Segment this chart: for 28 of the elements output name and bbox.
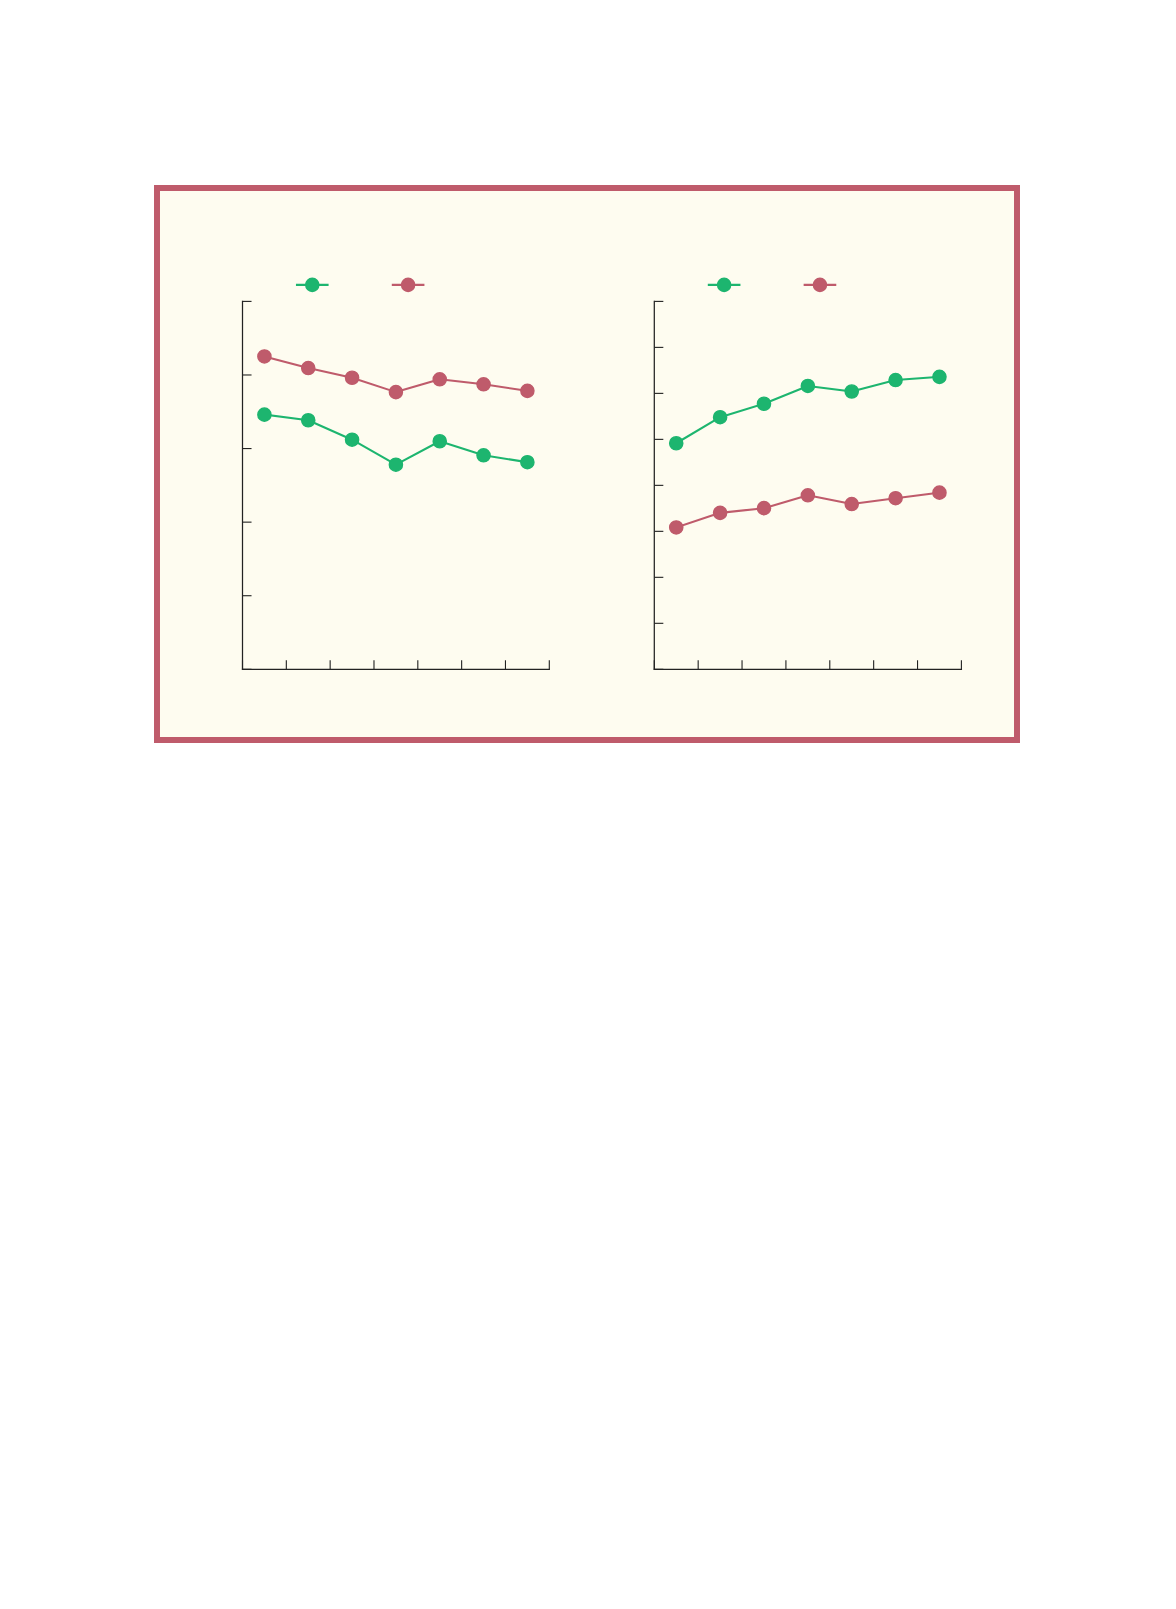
point	[932, 369, 947, 385]
point	[257, 407, 272, 422]
point	[476, 377, 491, 392]
point	[300, 412, 316, 428]
point	[388, 457, 404, 472]
point	[888, 490, 903, 506]
point	[800, 488, 816, 503]
point	[712, 505, 728, 521]
point	[756, 500, 772, 516]
point	[388, 384, 404, 400]
point	[476, 448, 491, 463]
point	[932, 485, 947, 500]
point	[344, 370, 360, 386]
point	[257, 349, 272, 364]
point	[668, 435, 684, 451]
point	[344, 432, 360, 447]
point	[844, 384, 860, 399]
point	[432, 433, 448, 449]
point	[888, 372, 903, 388]
point	[800, 378, 816, 394]
point	[520, 383, 535, 399]
point	[844, 496, 860, 512]
point	[520, 454, 535, 470]
point	[300, 360, 316, 376]
point	[712, 409, 728, 425]
point	[756, 396, 772, 412]
point	[668, 520, 684, 535]
point	[432, 372, 448, 387]
